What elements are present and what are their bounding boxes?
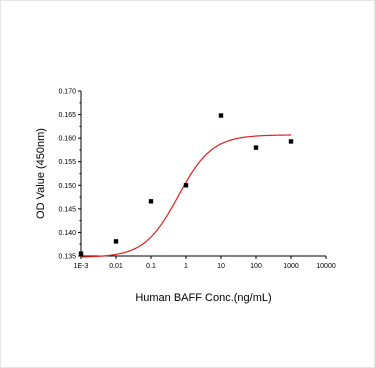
- data-point: [288, 139, 294, 144]
- data-point: [78, 251, 84, 256]
- x-tick-label: 1000: [283, 263, 299, 270]
- x-tick-label: 1: [184, 263, 188, 270]
- y-tick-label: 0.165: [58, 112, 76, 119]
- x-tick-label: 100: [250, 263, 262, 270]
- x-axis-title: Human BAFF Conc.(ng/mL): [135, 292, 271, 304]
- y-tick-label: 0.170: [58, 89, 76, 96]
- y-tick-label: 0.140: [58, 230, 76, 237]
- data-point: [253, 145, 259, 150]
- data-points: [78, 113, 294, 256]
- x-tick-label: 10: [217, 263, 225, 270]
- x-tick-label: 1E-3: [74, 263, 89, 270]
- data-point: [113, 239, 119, 244]
- y-axis-title: OD Value (450nm): [35, 128, 47, 219]
- y-ticks: 0.135 0.140 0.145 0.150 0.155 0.160 0.165 0.170: [58, 89, 81, 261]
- data-point: [183, 183, 189, 188]
- y-tick-label: 0.150: [58, 183, 76, 190]
- data-point: [148, 199, 154, 204]
- axes: [80, 91, 326, 257]
- x-tick-label: 0.1: [146, 263, 156, 270]
- y-tick-label: 0.145: [58, 206, 76, 213]
- x-tick-label: 0.01: [109, 263, 123, 270]
- data-point: [218, 113, 224, 118]
- y-tick-label: 0.135: [58, 254, 76, 261]
- x-ticks: 1E-3 0.01 0.1 1 10 100 1000 10000: [74, 256, 336, 270]
- y-tick-label: 0.155: [58, 159, 76, 166]
- fit-curve: [80, 134, 292, 258]
- x-tick-label: 10000: [316, 263, 336, 270]
- y-tick-label: 0.160: [58, 136, 76, 143]
